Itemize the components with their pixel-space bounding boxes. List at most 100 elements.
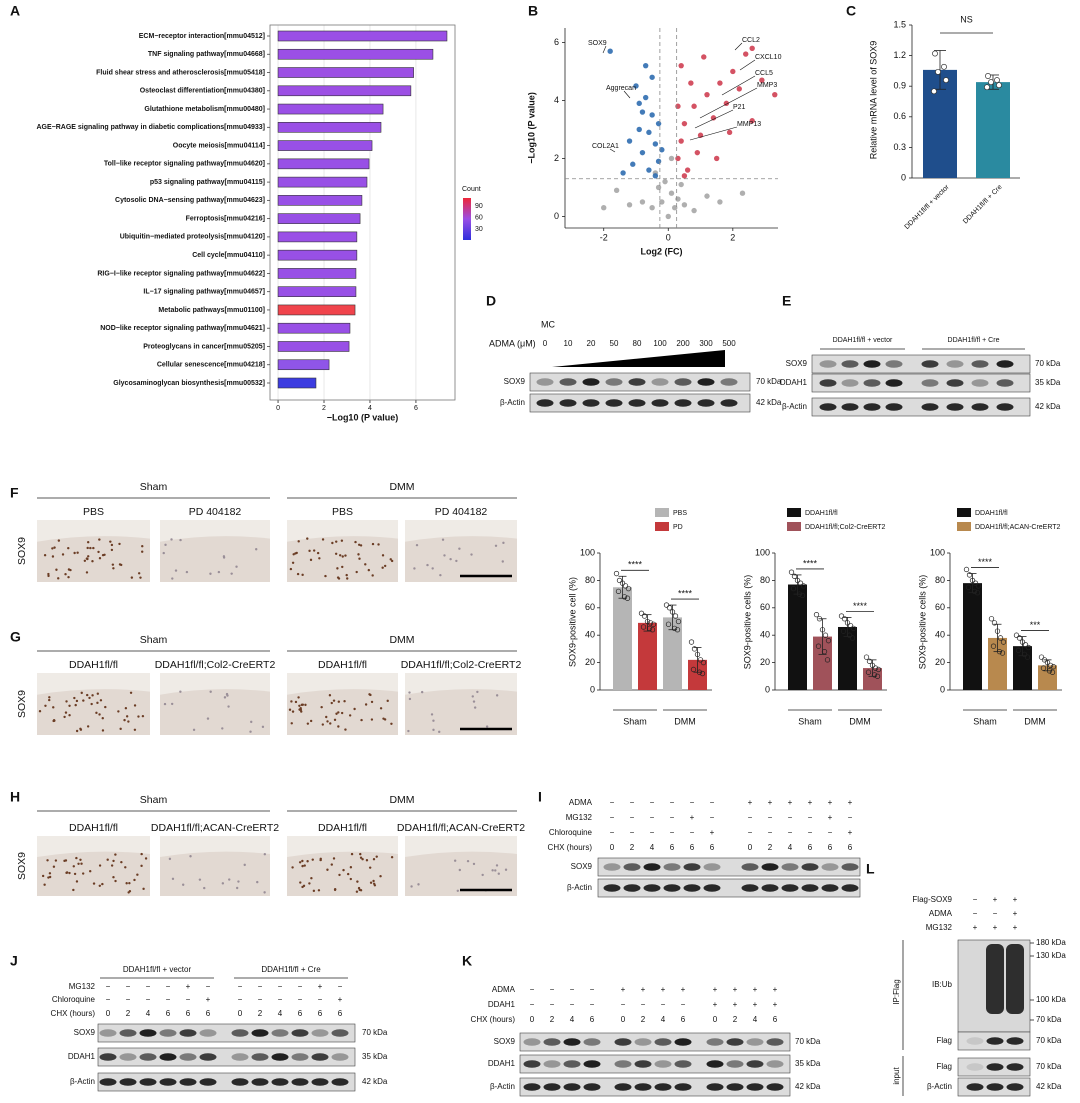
group-label: DMM (849, 716, 871, 726)
tissue (37, 536, 150, 582)
point (672, 205, 678, 211)
category-label: Osteoclast differentiation[mmu04380] (140, 88, 265, 95)
condition-mark: − (610, 828, 615, 837)
condition-label: Chloroquine (549, 828, 593, 837)
row-label: β-Actin (500, 398, 525, 407)
condition-mark: − (590, 1000, 595, 1009)
cell (101, 717, 104, 720)
cell (335, 712, 338, 715)
point (607, 48, 613, 54)
cell (358, 557, 361, 560)
band (543, 1038, 561, 1046)
point (668, 155, 675, 162)
point (688, 639, 695, 645)
point (697, 657, 704, 663)
point (659, 147, 665, 153)
cell (170, 538, 173, 541)
point (681, 173, 688, 179)
legend-label: DDAH1fl/fl (805, 510, 838, 517)
band (946, 360, 964, 368)
panel-letter: K (462, 953, 472, 969)
legend-swatch (655, 522, 669, 531)
cell (379, 875, 382, 878)
band (331, 1078, 349, 1086)
condition-mark: − (973, 895, 978, 904)
bar (277, 377, 317, 389)
x-tick-label: 6 (414, 405, 418, 412)
condition-mark: 0 (530, 1015, 535, 1024)
condition-mark: + (993, 895, 998, 904)
row-label: DDAH1 (488, 1059, 516, 1068)
cell (104, 705, 107, 709)
cell (68, 713, 71, 717)
y-tick-label: 1.2 (893, 50, 906, 60)
point (652, 141, 659, 147)
cell (466, 859, 470, 863)
band (761, 884, 779, 892)
cell (312, 889, 316, 893)
band (966, 1063, 984, 1071)
point (872, 665, 879, 671)
condition-mark: 4 (146, 1009, 151, 1018)
condition-mark: 6 (681, 1015, 686, 1024)
annotation: Aggrecan (606, 85, 636, 92)
cell (354, 540, 357, 544)
point (791, 573, 798, 579)
point (749, 118, 755, 124)
sub-label: PBS (332, 506, 353, 518)
cell (316, 551, 320, 555)
sub-label: DDAH1fl/fl;ACAN-CreERT2 (397, 822, 525, 834)
cell (101, 882, 104, 886)
band (766, 1083, 784, 1091)
band (986, 1083, 1004, 1091)
bar (963, 583, 982, 690)
group-header: DMM (389, 481, 414, 493)
panel-letter: F (10, 485, 19, 501)
band (119, 1053, 137, 1061)
cell (250, 720, 253, 724)
cell (390, 559, 394, 563)
tissue (287, 536, 398, 582)
band (643, 884, 661, 892)
cell (112, 567, 115, 570)
bar (663, 617, 682, 690)
cell (98, 713, 101, 716)
cell (491, 869, 494, 872)
band (251, 1078, 269, 1086)
annotation: NS (960, 14, 973, 24)
group-header: Sham (140, 481, 168, 493)
band (674, 378, 692, 386)
panel-letter: A (10, 3, 20, 19)
sub-label: DDAH1fl/fl (318, 822, 367, 834)
cell (243, 863, 246, 867)
condition-mark: + (788, 798, 793, 807)
band (583, 1060, 601, 1068)
condition-mark: − (146, 982, 151, 991)
cell (453, 859, 457, 862)
band (841, 403, 859, 411)
bar (1013, 646, 1032, 690)
band (634, 1083, 652, 1091)
size-label: 42 kDa (795, 1082, 821, 1091)
tissue (37, 689, 150, 735)
point (800, 583, 807, 589)
cell (162, 551, 165, 555)
cell (324, 574, 327, 578)
band (159, 1053, 177, 1061)
cell (64, 573, 67, 576)
cell (98, 557, 102, 560)
point (943, 77, 949, 84)
cell (57, 539, 61, 542)
point (613, 187, 620, 194)
bar (277, 195, 363, 206)
cell (443, 554, 446, 557)
cell (390, 722, 393, 725)
point (655, 184, 662, 191)
condition-mark: − (848, 813, 853, 822)
y-tick-label: 0 (590, 684, 595, 694)
band (159, 1078, 177, 1086)
cell (92, 546, 95, 550)
cell (68, 704, 71, 708)
band (801, 863, 819, 871)
point (759, 77, 765, 83)
